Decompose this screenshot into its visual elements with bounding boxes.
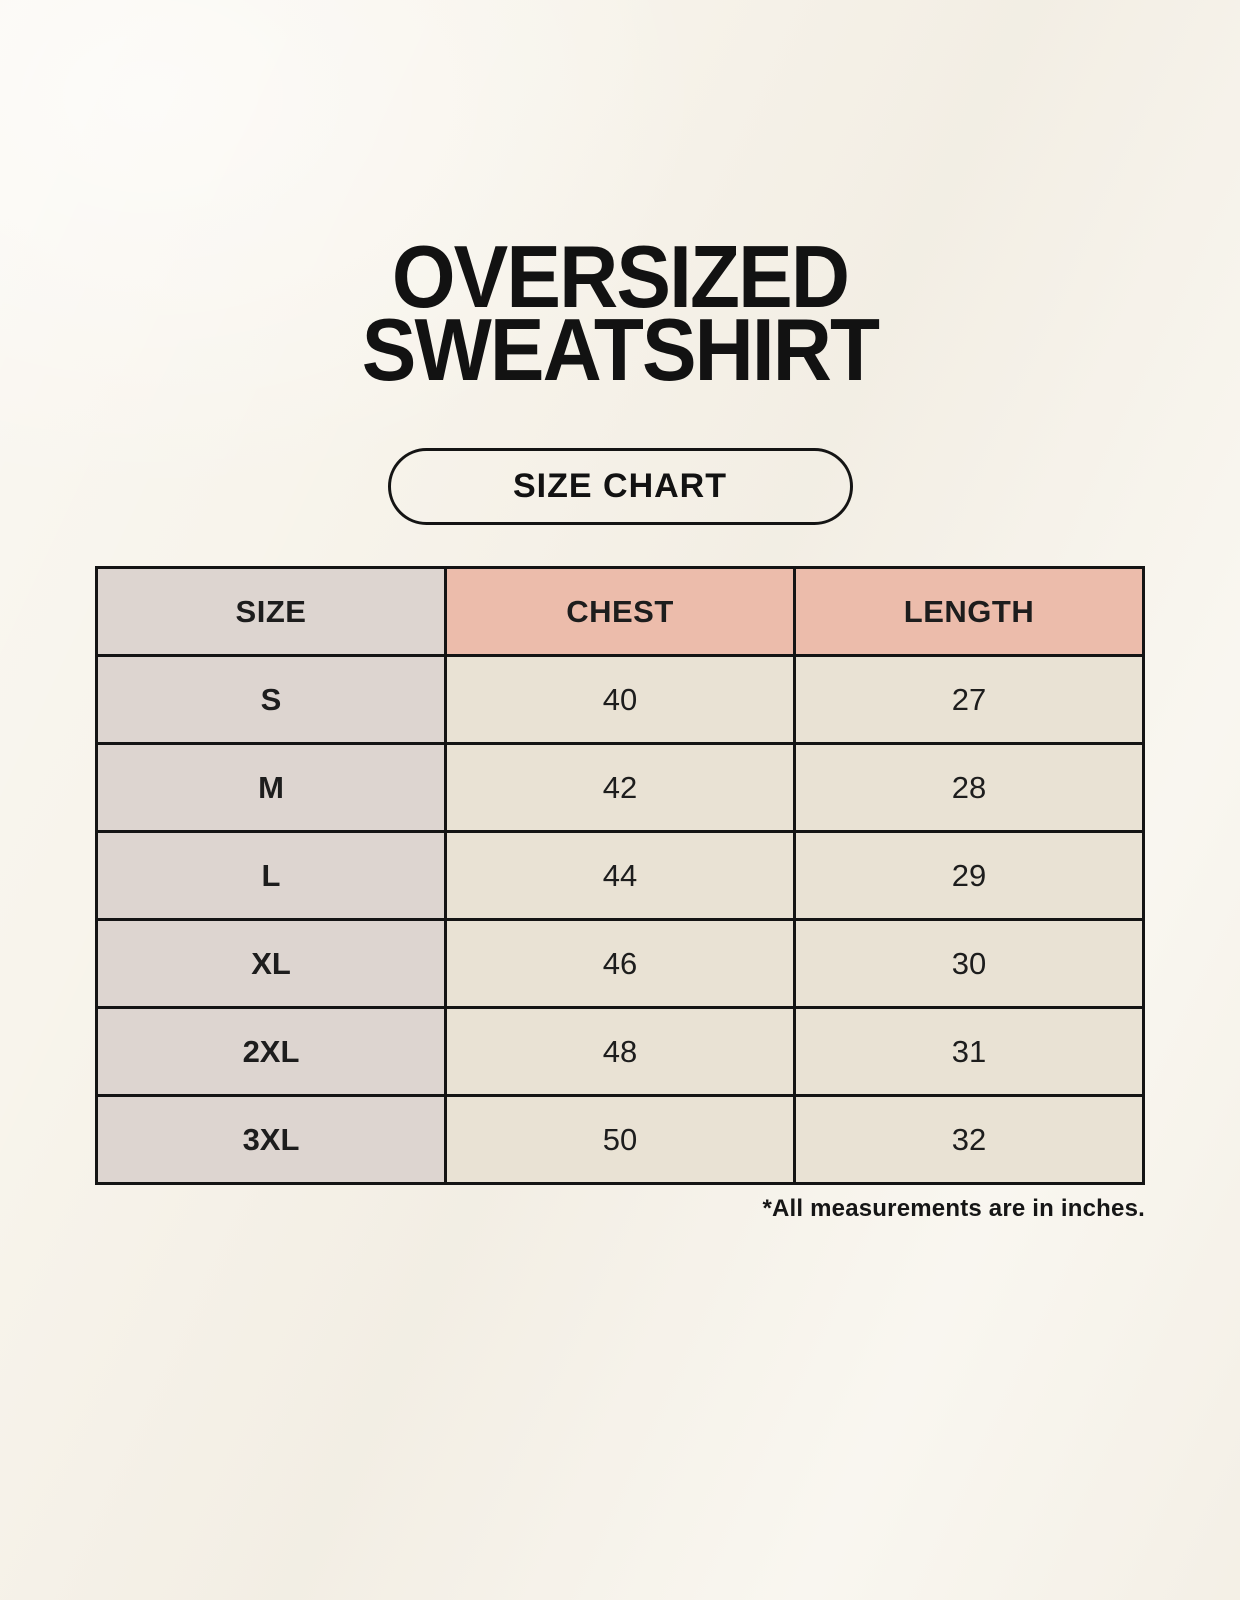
table-header-row: SIZE CHEST LENGTH [95,566,1145,657]
size-cell: 3XL [95,1094,447,1185]
table-row-3xl: 3XL 50 32 [95,1094,1145,1185]
table-row-s: S 40 27 [95,654,1145,745]
chest-cell: 44 [444,830,796,921]
length-cell: 31 [793,1006,1145,1097]
table-row-m: M 42 28 [95,742,1145,833]
size-chart-badge-label: SIZE CHART [513,467,727,505]
table-row-2xl: 2XL 48 31 [95,1006,1145,1097]
length-cell: 28 [793,742,1145,833]
chest-cell: 46 [444,918,796,1009]
size-table: SIZE CHEST LENGTH S 40 27 M 42 28 L 44 2… [95,566,1145,1185]
table-row-l: L 44 29 [95,830,1145,921]
length-cell: 32 [793,1094,1145,1185]
size-cell: 2XL [95,1006,447,1097]
chest-cell: 50 [444,1094,796,1185]
size-chart-badge[interactable]: SIZE CHART [387,448,853,525]
header-cell-length: LENGTH [793,566,1145,657]
length-cell: 27 [793,654,1145,745]
header-cell-chest: CHEST [444,566,796,657]
product-title-line2: SWEATSHIRT [361,300,880,399]
table-row-xl: XL 46 30 [95,918,1145,1009]
product-title: OVERSIZED SWEATSHIRT [43,0,1196,399]
chest-cell: 42 [444,742,796,833]
length-cell: 29 [793,830,1145,921]
size-cell: L [95,830,447,921]
length-cell: 30 [793,918,1145,1009]
size-cell: S [95,654,447,745]
size-cell: XL [95,918,447,1009]
chest-cell: 48 [444,1006,796,1097]
header-cell-size: SIZE [95,566,447,657]
size-cell: M [95,742,447,833]
product-title-line1: OVERSIZED [391,227,850,326]
chest-cell: 40 [444,654,796,745]
measurements-footnote: *All measurements are in inches. [762,1195,1145,1222]
